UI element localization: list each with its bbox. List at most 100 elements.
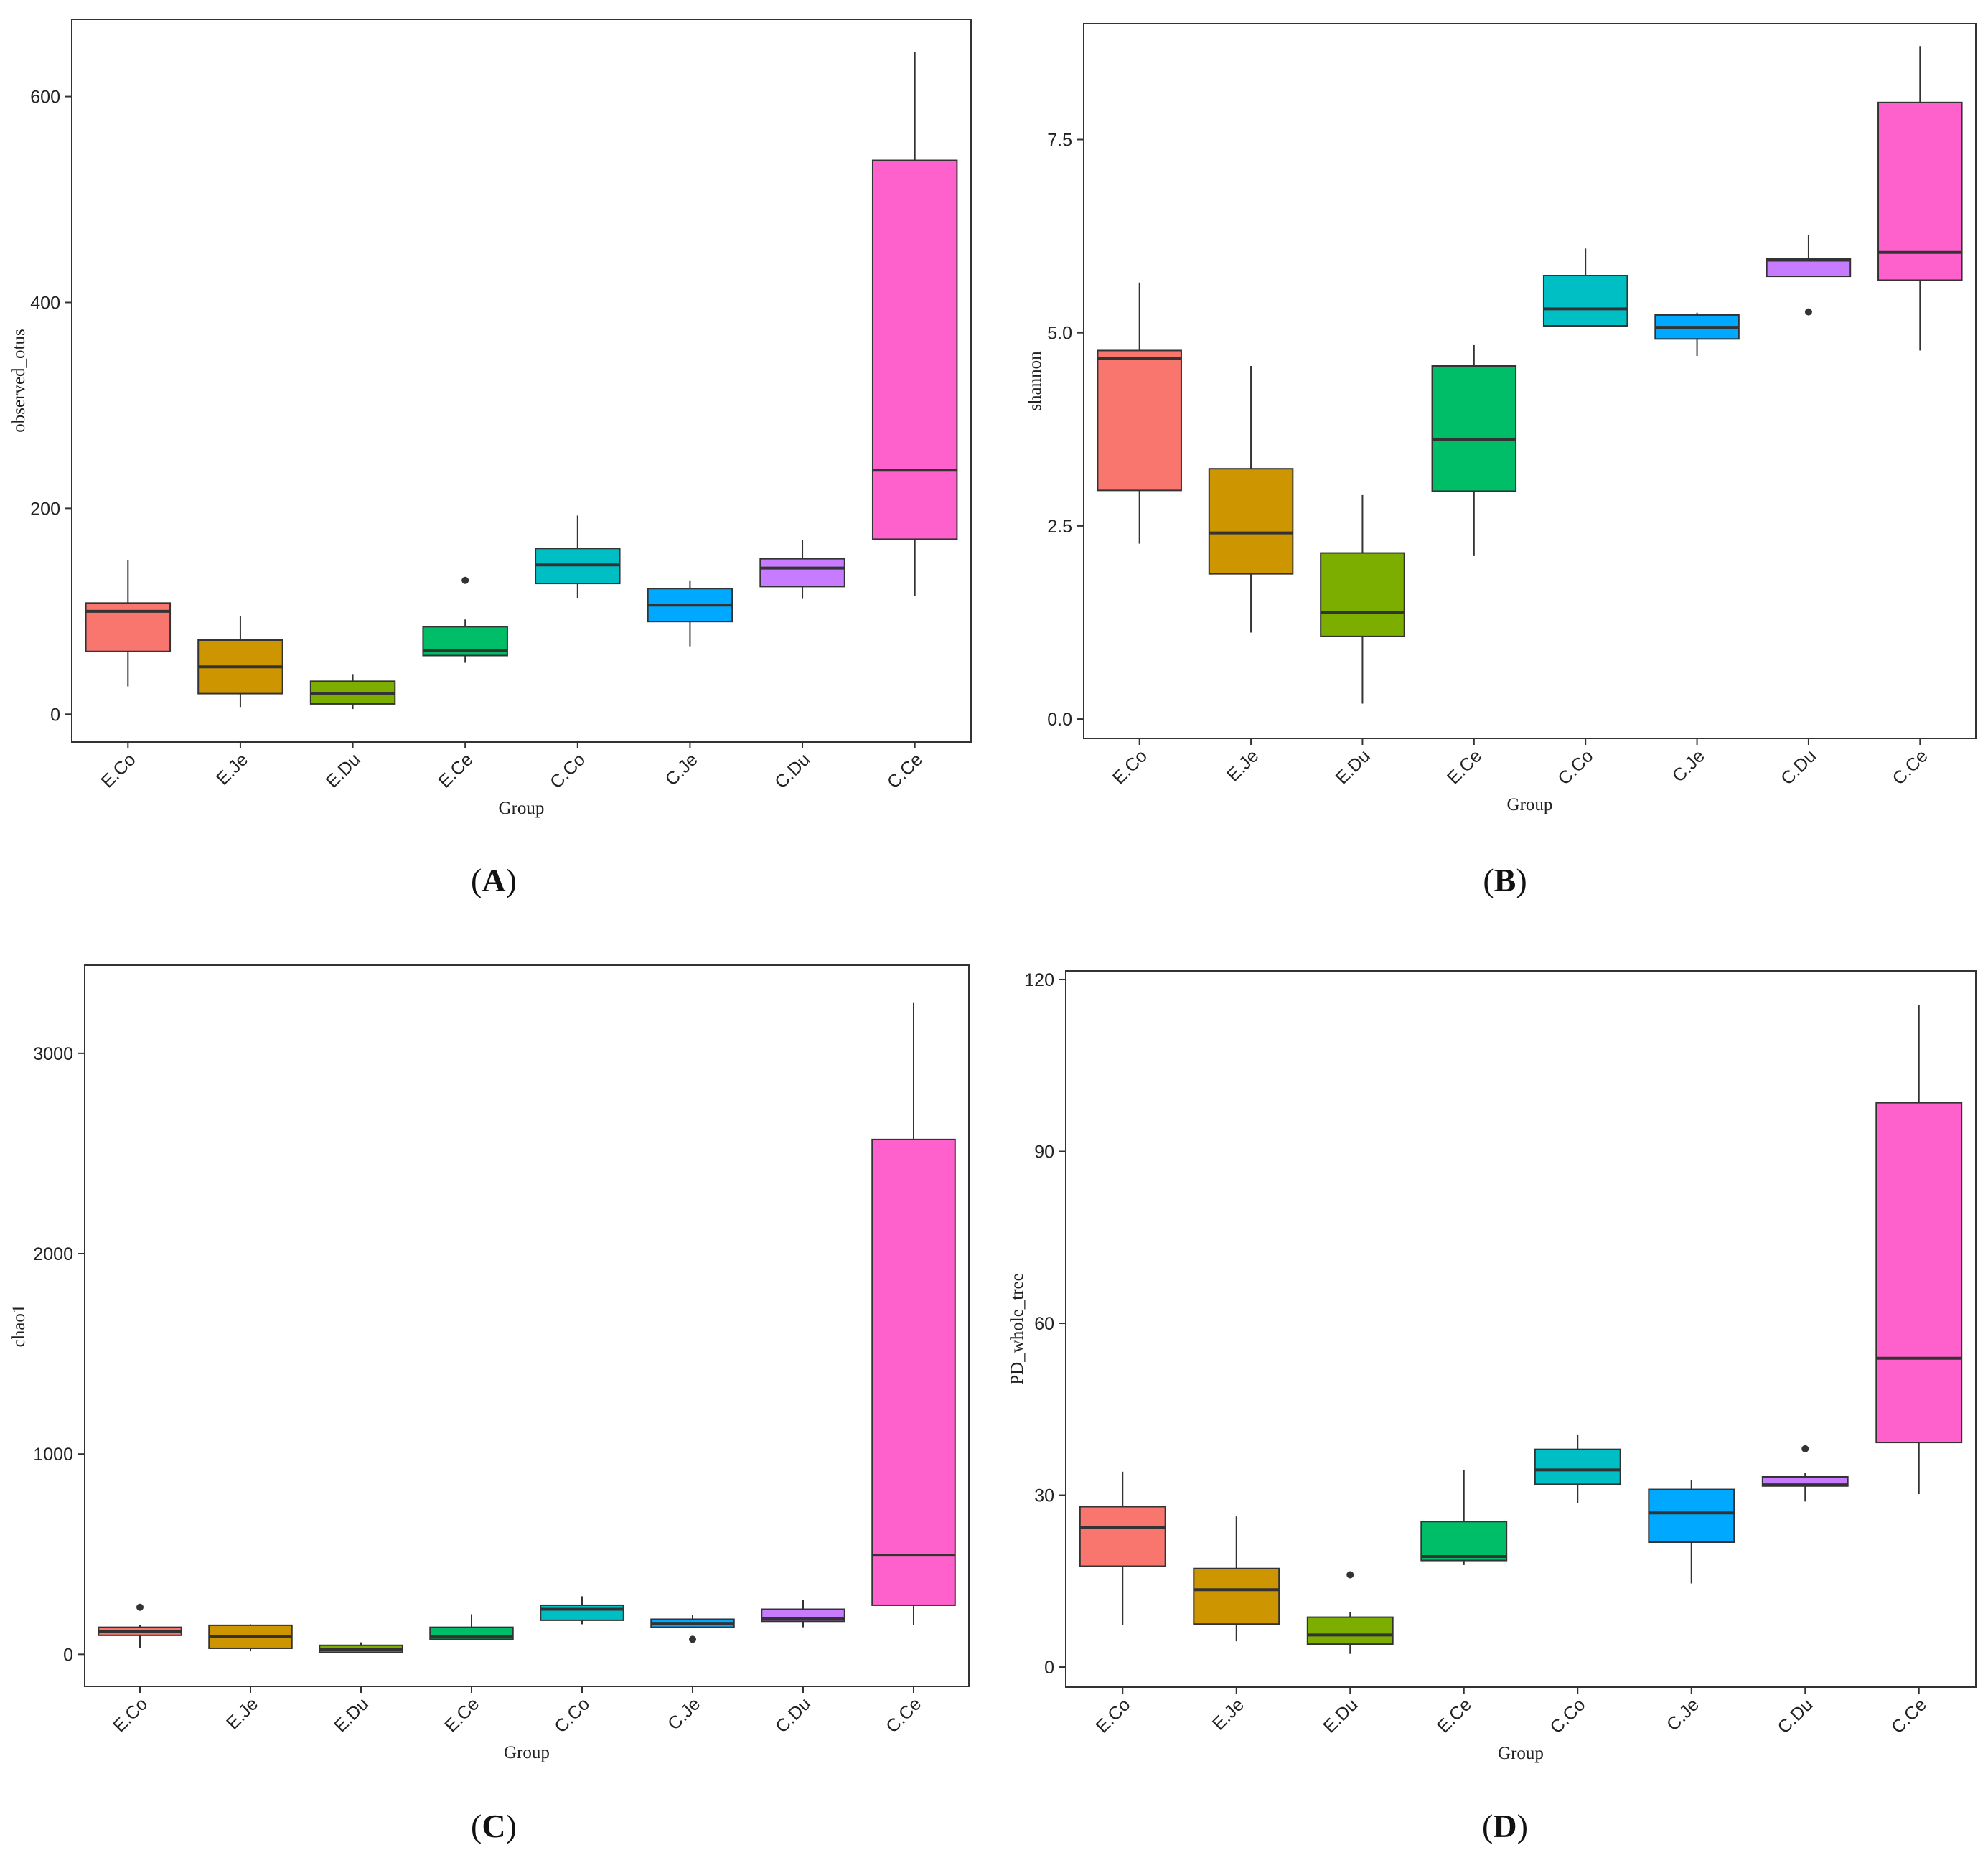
panel-label: (D) (1482, 1808, 1528, 1844)
box-E.Du (309, 674, 396, 710)
box-C.Co (1534, 1434, 1621, 1503)
box-body (871, 1138, 956, 1606)
plot-frame (84, 964, 970, 1687)
x-tick-label: C.Du (1773, 1694, 1816, 1737)
y-tick-label: 200 (30, 499, 60, 519)
y-tick-label: 0 (63, 1645, 73, 1665)
y-tick-label: 5.0 (1047, 324, 1072, 344)
box-C.Je (650, 1615, 735, 1643)
panel-A: 0 200 400 600 E.Co E.Je E.Du E.Ce C.Co C.Je C.Du C.… (9, 19, 972, 898)
x-tick-label: C.Je (662, 749, 702, 789)
x-tick-label: C.Du (772, 1694, 815, 1737)
box-C.Co (540, 1596, 624, 1625)
box-C.Ce (1877, 46, 1963, 351)
box-body (1420, 1521, 1508, 1562)
box-E.Je (1193, 1516, 1280, 1642)
box-C.Je (1654, 312, 1740, 357)
x-tick-label: C.Du (1777, 746, 1820, 789)
x-tick-label: E.Du (1319, 1694, 1361, 1737)
y-tick-label: 60 (1034, 1314, 1054, 1334)
box-C.Ce (871, 52, 958, 596)
x-axis-title: Group (499, 799, 545, 818)
box-E.Co (1079, 1471, 1166, 1625)
x-tick-label: E.Du (330, 1694, 372, 1736)
box-C.Du (1766, 234, 1852, 316)
box-E.Du (1306, 1571, 1394, 1654)
box-body (1097, 349, 1182, 492)
box-C.Co (1542, 248, 1628, 327)
box-body (1193, 1567, 1280, 1625)
box-E.Du (1320, 494, 1405, 704)
box-C.Du (761, 1600, 845, 1628)
y-tick-label: 7.5 (1047, 131, 1072, 151)
y-tick-label: 2000 (33, 1244, 73, 1264)
box-E.Co (85, 560, 172, 687)
outlier-point (689, 1635, 696, 1643)
outlier-point (461, 576, 469, 584)
outlier-point (1804, 308, 1812, 316)
plot-frame (1065, 970, 1977, 1688)
panel-D: 0 30 60 90 120 E.Co E.Je E.Du E.Ce C.Co C.Je C.Du C.… (1008, 970, 1977, 1844)
x-tick-label: E.Je (212, 749, 252, 789)
box-body (1534, 1448, 1621, 1485)
y-tick-label: 400 (30, 293, 60, 313)
x-tick-label: E.Je (1223, 746, 1262, 785)
box-E.Co (98, 1603, 182, 1648)
outlier-point (1346, 1571, 1354, 1579)
box-E.Je (208, 1624, 293, 1652)
box-body (759, 558, 845, 588)
y-tick-label: 2.5 (1047, 517, 1072, 537)
box-C.Co (535, 515, 621, 598)
x-tick-label: C.Co (550, 1694, 594, 1737)
x-tick-label: E.Je (222, 1694, 262, 1733)
y-tick-label: 1000 (33, 1445, 73, 1465)
y-tick-label: 0.0 (1047, 710, 1072, 730)
x-axis-title: Group (1507, 795, 1553, 814)
box-E.Je (197, 616, 283, 708)
outlier-point (136, 1603, 144, 1611)
box-body (1877, 101, 1963, 281)
y-axis-title: observed_otus (9, 329, 29, 432)
y-tick-label: 30 (1034, 1486, 1054, 1506)
panel-B: 0.0 2.5 5.0 7.5 E.Co E.Je E.Du E.Ce C.Co C.Je C.Du… (1026, 23, 1977, 898)
box-body (1208, 468, 1294, 575)
y-tick-label: 3000 (33, 1044, 73, 1064)
x-tick-label: C.Co (1546, 1694, 1589, 1737)
y-tick-label: 90 (1034, 1142, 1054, 1162)
box-body (1320, 552, 1405, 637)
plot-frame (71, 19, 972, 743)
x-tick-label: C.Ce (882, 1694, 925, 1737)
x-tick-label: E.Ce (1443, 746, 1486, 788)
box-C.Ce (871, 1002, 956, 1625)
x-tick-label: E.Je (1209, 1694, 1248, 1734)
x-tick-label: E.Ce (441, 1694, 483, 1736)
x-tick-label: C.Ce (883, 749, 927, 792)
panel-label: (A) (471, 862, 517, 898)
y-axis-title: shannon (1026, 351, 1045, 411)
y-axis-title: PD_whole_tree (1008, 1273, 1027, 1385)
box-body (1431, 365, 1517, 492)
x-tick-label: E.Co (1109, 746, 1151, 788)
panel-label: (C) (471, 1808, 517, 1844)
x-tick-label: E.Du (322, 749, 365, 792)
box-body (871, 159, 958, 540)
y-tick-label: 0 (1044, 1658, 1054, 1678)
box-E.Du (319, 1642, 403, 1653)
x-tick-label: C.Ce (1888, 746, 1931, 789)
box-C.Du (1761, 1445, 1849, 1502)
box-body (1542, 275, 1628, 327)
box-C.Du (759, 540, 845, 599)
panel-C: 0 1000 2000 3000 E.Co E.Je E.Du E.Ce C.Co C.Je C.D… (9, 964, 970, 1844)
x-tick-label: C.Je (1669, 746, 1709, 786)
y-tick-label: 120 (1024, 970, 1054, 990)
box-E.Ce (429, 1614, 514, 1640)
x-tick-label: C.Je (1663, 1694, 1703, 1734)
plot-frame (1083, 23, 1977, 739)
box-E.Ce (422, 576, 508, 663)
x-tick-label: E.Ce (434, 749, 477, 792)
x-tick-label: C.Je (664, 1694, 704, 1734)
outlier-point (1801, 1445, 1809, 1452)
x-tick-label: C.Co (1554, 746, 1597, 789)
box-C.Ce (1875, 1005, 1963, 1494)
